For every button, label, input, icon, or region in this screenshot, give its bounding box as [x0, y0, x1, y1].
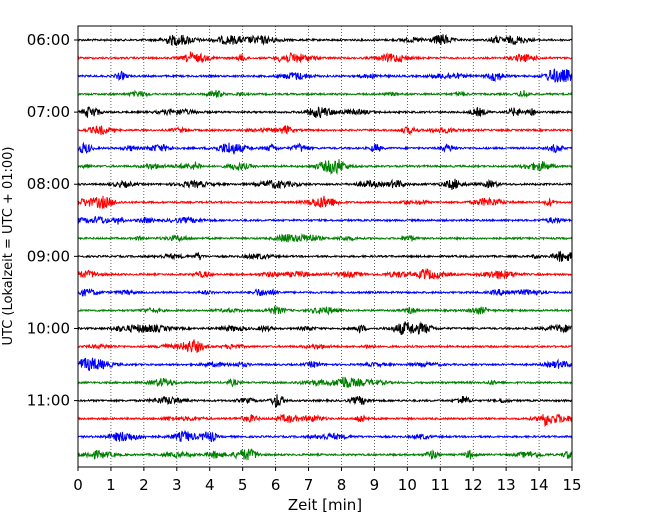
seismic-trace: [77, 141, 573, 155]
x-axis-title: Zeit [min]: [288, 496, 362, 514]
x-tick-label: 15: [562, 476, 581, 494]
seismic-trace: [77, 429, 573, 443]
x-tick-label: 9: [370, 476, 380, 494]
x-tick-label: 2: [139, 476, 149, 494]
x-tick-label: 12: [464, 476, 483, 494]
x-tick-label: 5: [238, 476, 248, 494]
y-tick-label: 06:00: [27, 31, 70, 49]
y-tick-label: 07:00: [27, 103, 70, 121]
x-tick-label: 6: [271, 476, 281, 494]
x-tick-label: 11: [431, 476, 450, 494]
seismic-trace: [77, 376, 573, 388]
plot-frame: [77, 25, 573, 468]
x-tick-label: 7: [304, 476, 314, 494]
y-axis-title: UTC (Lokalzeit = UTC + 01:00): [1, 147, 16, 346]
seismic-trace: [77, 413, 573, 428]
seismic-trace: [77, 321, 573, 335]
seismic-trace: [77, 89, 573, 99]
x-tick-label: 8: [337, 476, 347, 494]
seismic-trace: [77, 178, 573, 191]
x-tick-label: 0: [73, 476, 83, 494]
seismic-trace: [77, 288, 573, 297]
seismic-traces: [77, 34, 573, 461]
seismic-trace: [77, 105, 573, 119]
seismic-trace: [77, 51, 573, 64]
seismic-trace: [77, 34, 573, 47]
y-tick-label: 09:00: [27, 247, 70, 265]
seismic-trace: [77, 125, 573, 136]
y-tick-label: 11:00: [27, 392, 70, 410]
seismic-trace: [77, 215, 573, 225]
x-tick-label: 3: [172, 476, 182, 494]
seismic-trace: [77, 394, 573, 408]
seismic-trace: [77, 232, 573, 243]
seismic-trace: [77, 195, 573, 209]
seismic-trace: [77, 159, 573, 176]
seismic-trace: [77, 268, 573, 280]
x-tick-label: 14: [530, 476, 549, 494]
y-axis-ticks: 06:00 07:00 08:00 09:00 10:00 11:00: [27, 31, 78, 410]
seismic-trace: [77, 250, 573, 262]
x-tick-label: 13: [497, 476, 516, 494]
seismic-trace: [77, 338, 573, 353]
seismic-trace: [77, 448, 573, 461]
x-tick-label: 1: [106, 476, 116, 494]
x-axis-ticks: 0 1 2 3 4 5 6 7 8 9 10 11 12 13 14 15: [73, 467, 582, 494]
y-tick-label: 08:00: [27, 175, 70, 193]
y-tick-label: 10:00: [27, 319, 70, 337]
x-tick-label: 4: [205, 476, 215, 494]
seismic-trace: [77, 357, 573, 371]
seismic-trace: [77, 304, 573, 316]
seismic-trace: [77, 68, 573, 83]
x-tick-label: 10: [398, 476, 417, 494]
